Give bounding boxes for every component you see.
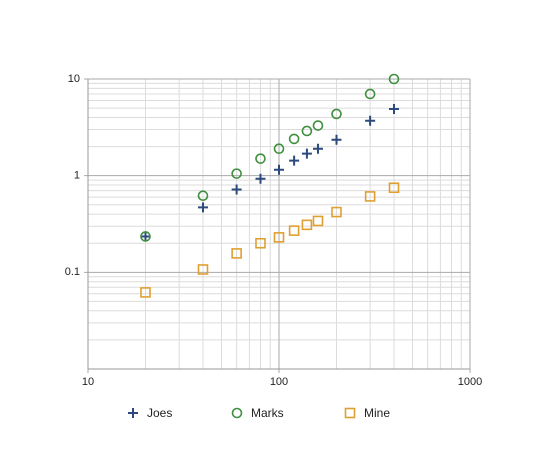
point xyxy=(301,125,313,137)
point xyxy=(331,108,342,120)
point xyxy=(273,232,285,243)
point xyxy=(312,143,323,154)
point xyxy=(331,206,342,218)
point xyxy=(255,173,266,184)
legend-label: Mine xyxy=(364,406,390,420)
point xyxy=(231,168,242,179)
legend-label: Marks xyxy=(251,406,284,420)
point xyxy=(301,219,313,231)
point xyxy=(301,148,312,159)
point xyxy=(140,287,151,298)
point xyxy=(388,103,399,114)
point xyxy=(140,231,151,242)
x-tick-label: 100 xyxy=(270,376,288,388)
legend-label: Joes xyxy=(147,406,172,420)
point xyxy=(231,248,242,259)
point xyxy=(312,215,324,227)
legend-marker xyxy=(231,407,243,419)
point xyxy=(197,190,209,202)
point xyxy=(255,237,266,249)
point xyxy=(197,202,208,213)
point xyxy=(312,120,324,131)
point xyxy=(274,164,284,175)
point xyxy=(388,182,400,194)
y-tick-label: 1 xyxy=(74,170,80,182)
y-tick-label: 0.1 xyxy=(65,266,80,278)
point xyxy=(288,225,300,236)
point xyxy=(288,133,300,145)
legend-marker xyxy=(128,408,138,418)
x-tick-label: 1000 xyxy=(458,376,482,388)
point xyxy=(231,184,242,195)
legend-marker xyxy=(344,407,356,419)
point xyxy=(273,143,285,155)
x-tick-label: 10 xyxy=(82,376,94,388)
point xyxy=(331,134,342,145)
point xyxy=(365,115,376,126)
legend: Joes Marks Mine xyxy=(128,406,390,420)
point xyxy=(197,264,209,275)
point xyxy=(388,73,400,85)
point xyxy=(140,231,151,242)
point xyxy=(364,88,376,100)
point xyxy=(289,155,300,166)
point xyxy=(255,153,266,164)
point xyxy=(364,191,376,202)
y-tick-label: 10 xyxy=(68,73,80,85)
